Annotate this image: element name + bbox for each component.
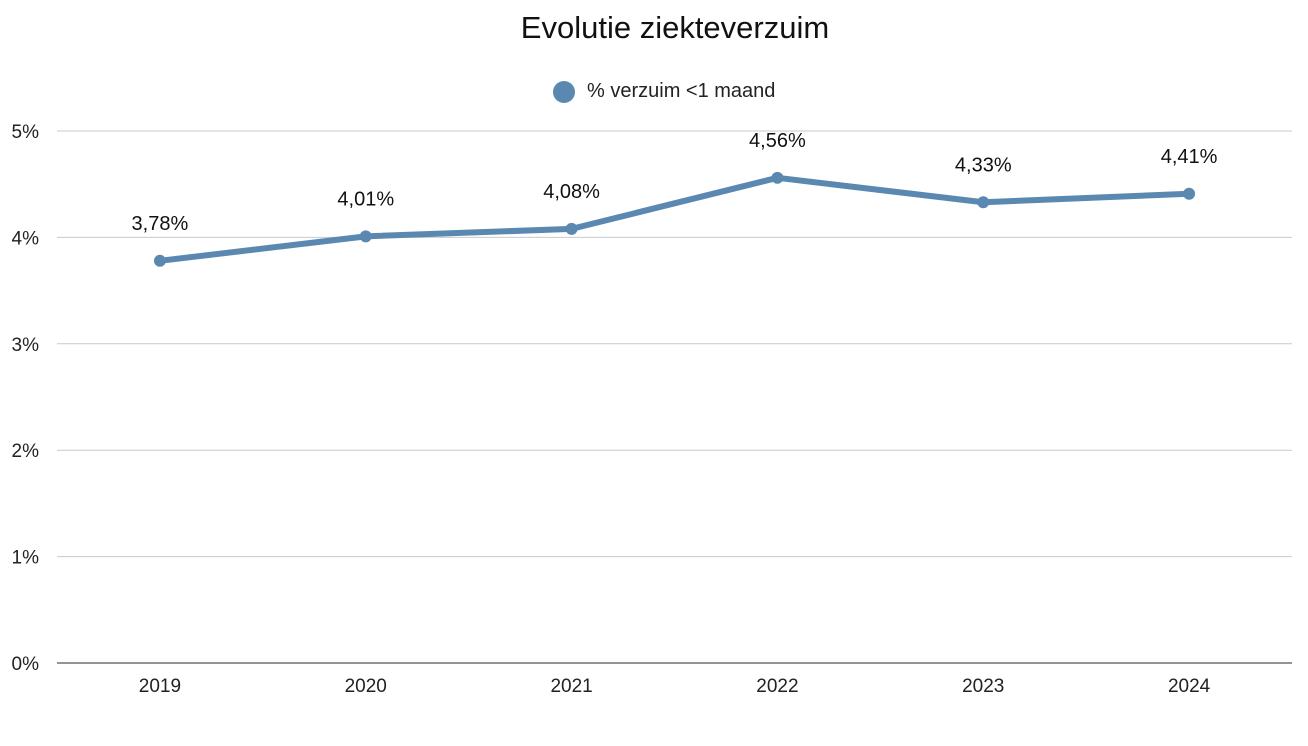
y-tick-label: 3%	[12, 335, 40, 356]
legend: % verzuim <1 maand	[553, 80, 775, 103]
legend-marker-icon	[553, 80, 575, 103]
x-axis: 2019 2020 2021 2022 2023 2024	[139, 676, 1211, 697]
x-tick-label: 2021	[550, 676, 592, 697]
series-layer	[153, 171, 1196, 267]
data-point	[153, 254, 166, 267]
x-tick-label: 2019	[139, 676, 181, 697]
data-point	[565, 222, 578, 235]
y-tick-label: 4%	[12, 228, 40, 249]
y-tick-label: 5%	[12, 122, 40, 143]
data-point	[771, 171, 784, 184]
data-label: 4,56%	[749, 130, 806, 152]
y-tick-label: 1%	[12, 548, 40, 569]
data-label: 4,33%	[955, 154, 1012, 176]
y-tick-label: 0%	[12, 654, 40, 675]
series-line	[156, 174, 1193, 264]
x-tick-label: 2023	[962, 676, 1004, 697]
gridlines	[57, 130, 1292, 664]
data-point	[977, 196, 990, 209]
y-axis: 0% 1% 2% 3% 4% 5%	[12, 122, 40, 675]
data-label: 4,01%	[337, 188, 394, 210]
legend-label: % verzuim <1 maand	[587, 80, 776, 102]
data-labels: 3,78% 4,01% 4,08% 4,56% 4,33% 4,41%	[132, 130, 1218, 235]
data-label: 4,41%	[1161, 146, 1218, 168]
data-point	[1183, 187, 1196, 200]
x-tick-label: 2020	[345, 676, 387, 697]
x-tick-label: 2022	[756, 676, 798, 697]
data-label: 4,08%	[543, 181, 600, 203]
data-label: 3,78%	[132, 213, 189, 235]
y-tick-label: 2%	[12, 441, 40, 462]
data-point	[359, 230, 372, 243]
chart-title: Evolutie ziekteverzuim	[520, 10, 830, 45]
x-tick-label: 2024	[1168, 676, 1211, 697]
